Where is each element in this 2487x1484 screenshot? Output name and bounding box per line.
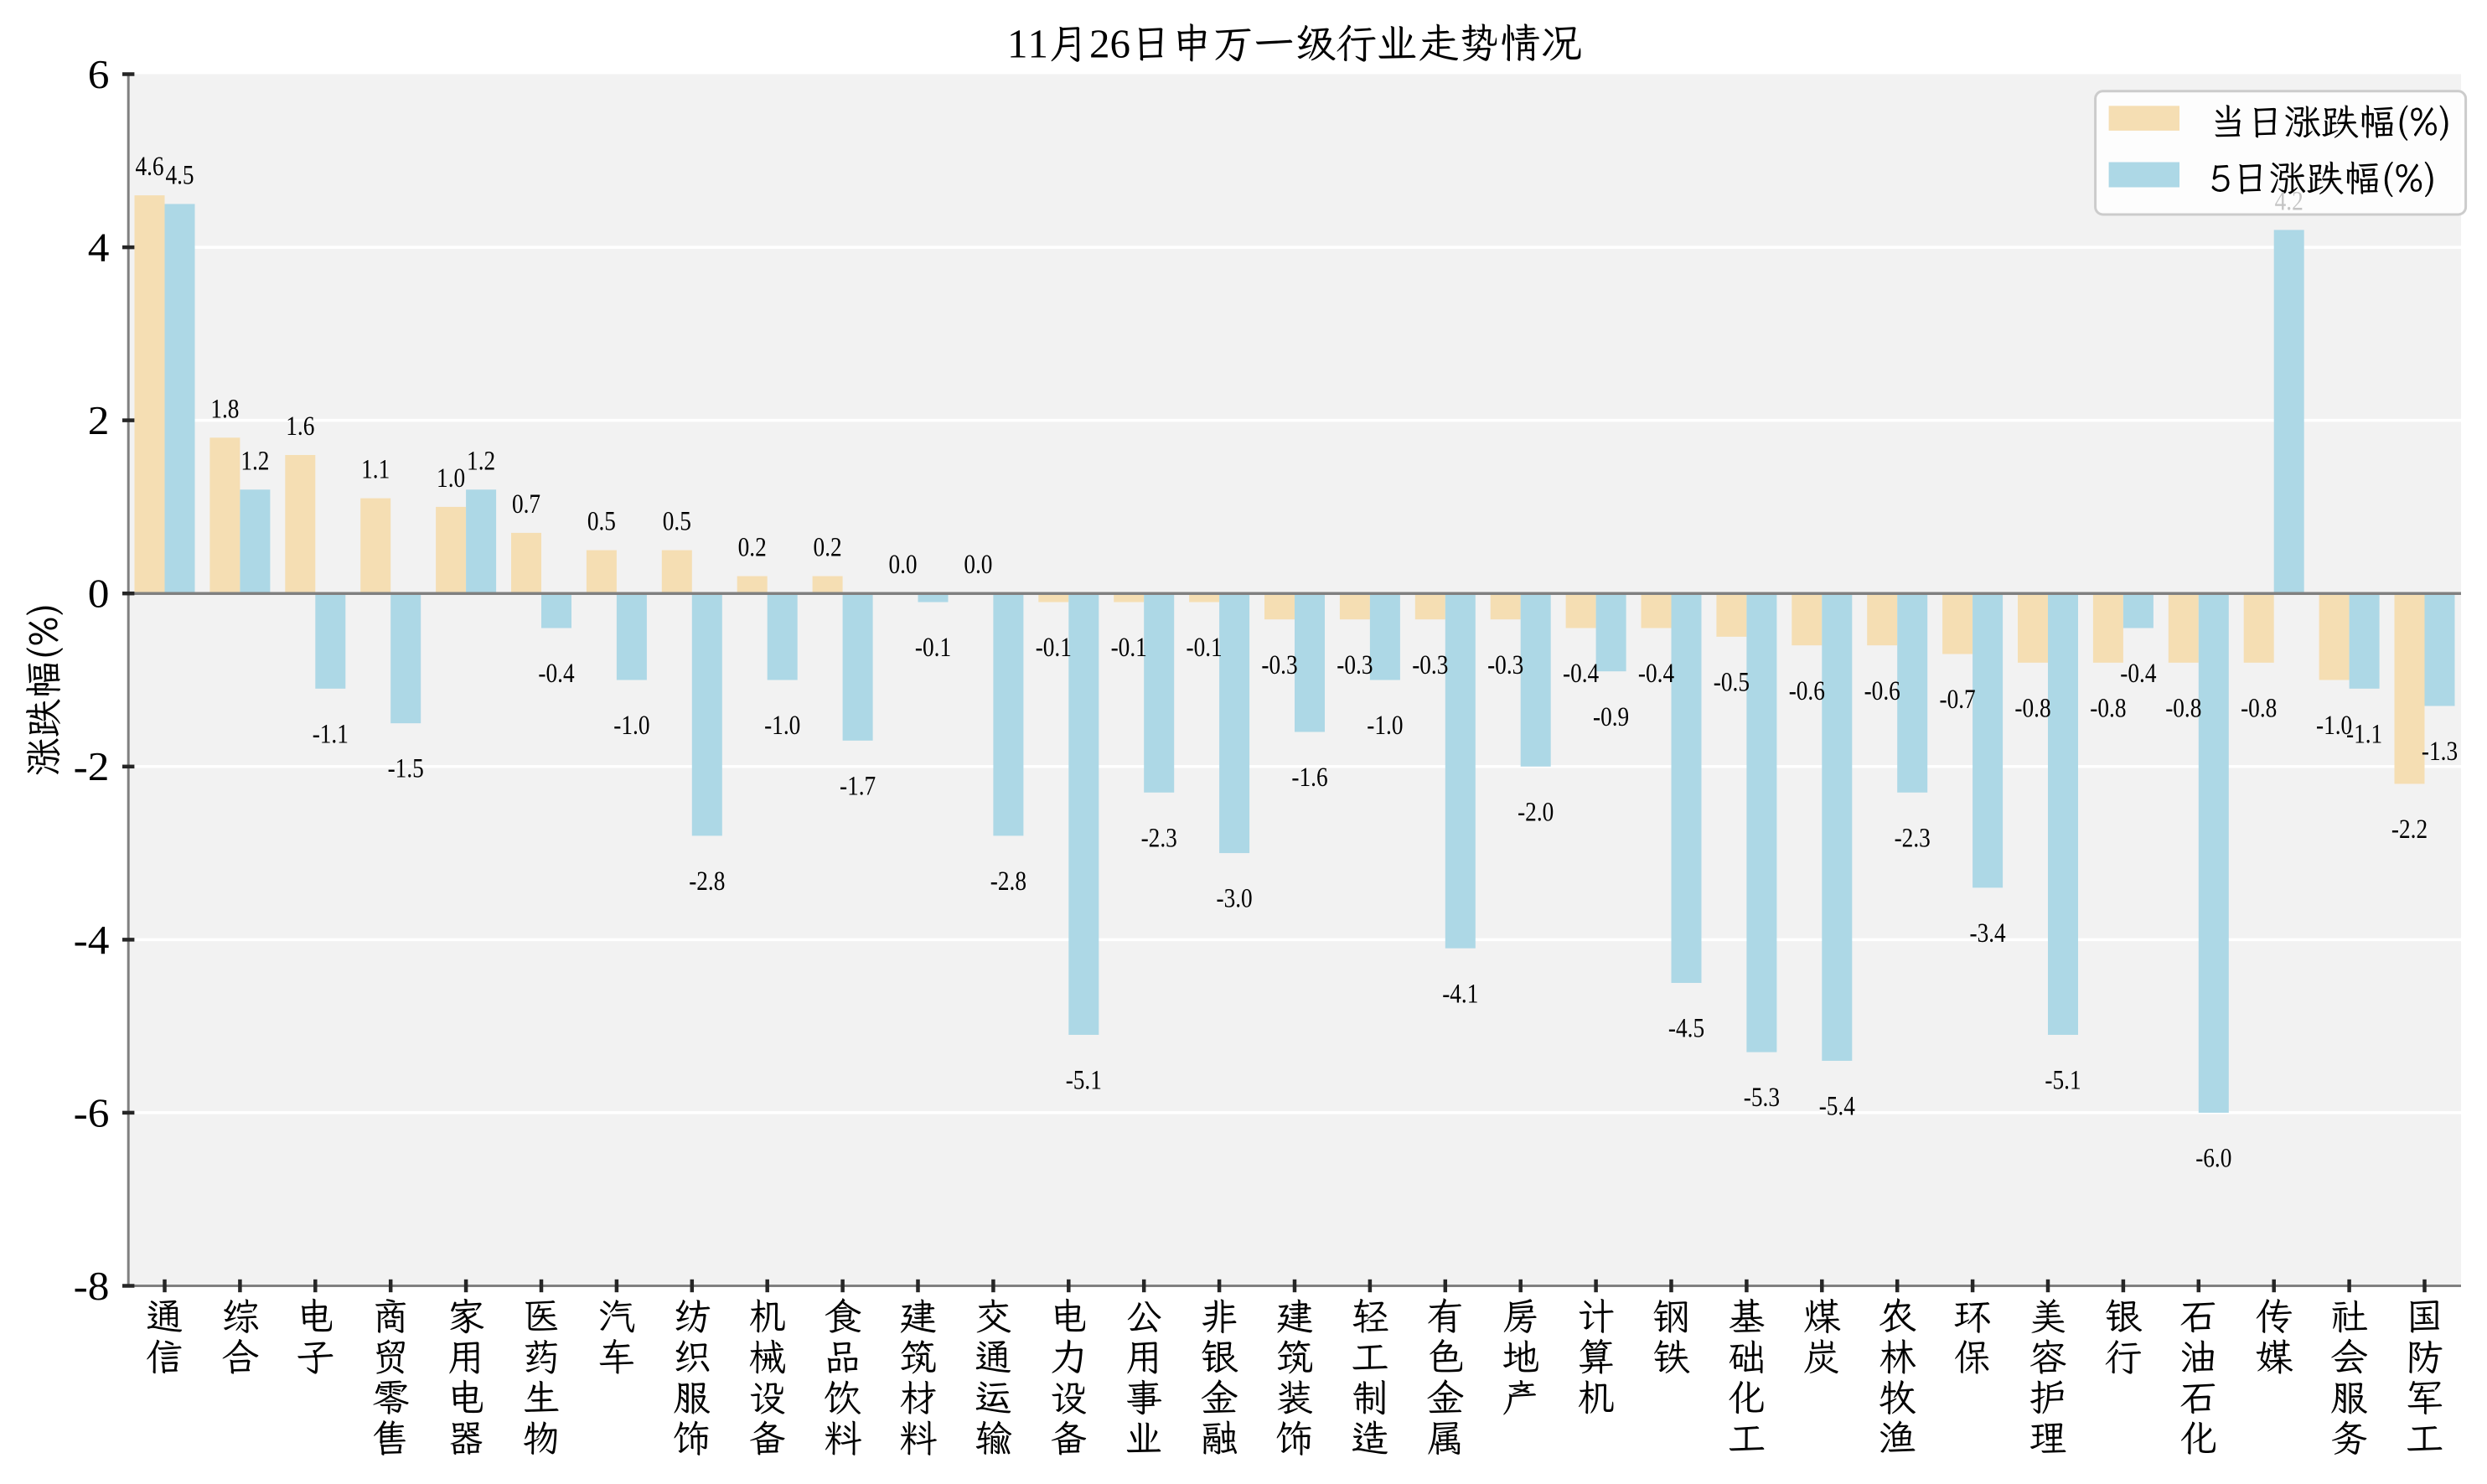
svg-text:-0.9: -0.9 — [1593, 702, 1629, 732]
svg-text:-2.3: -2.3 — [1141, 823, 1177, 853]
svg-text:-0.3: -0.3 — [1337, 650, 1373, 680]
svg-text:-0.3: -0.3 — [1412, 650, 1448, 680]
svg-text:-0.5: -0.5 — [1714, 667, 1750, 697]
svg-text:0.0: 0.0 — [888, 550, 917, 580]
svg-text:-1.1: -1.1 — [313, 719, 349, 749]
svg-text:-0.7: -0.7 — [1939, 685, 1975, 715]
svg-text:-3.4: -3.4 — [1969, 918, 2005, 949]
svg-text:1.8: 1.8 — [210, 394, 239, 424]
svg-text:0.7: 0.7 — [512, 489, 540, 520]
svg-text:4.2: 4.2 — [2275, 186, 2303, 216]
svg-text:-4.5: -4.5 — [1668, 1013, 1704, 1043]
svg-text:-5.1: -5.1 — [2045, 1065, 2081, 1095]
svg-text:-0.1: -0.1 — [1111, 633, 1147, 663]
svg-text:-0.6: -0.6 — [1789, 676, 1825, 706]
svg-text:-2.8: -2.8 — [689, 866, 725, 897]
svg-text:-0.4: -0.4 — [1563, 659, 1599, 689]
svg-text:-0.4: -0.4 — [1638, 659, 1674, 689]
svg-text:4.5: 4.5 — [165, 160, 194, 190]
svg-text:-2: -2 — [74, 744, 110, 789]
svg-text:-0.8: -0.8 — [2165, 693, 2201, 723]
svg-text:-0.1: -0.1 — [915, 633, 951, 663]
svg-text:-2.0: -2.0 — [1518, 797, 1554, 827]
svg-text:1: 1 — [1028, 21, 1049, 67]
svg-text:-4: -4 — [74, 917, 110, 962]
svg-text:-1.0: -1.0 — [1367, 711, 1403, 741]
svg-text:6: 6 — [88, 51, 110, 96]
svg-text:0.2: 0.2 — [814, 532, 842, 562]
svg-text:0.5: 0.5 — [587, 506, 616, 536]
svg-text:1: 1 — [1007, 21, 1028, 67]
svg-text:-1.5: -1.5 — [388, 754, 424, 784]
svg-text:-1.0: -1.0 — [764, 711, 800, 741]
svg-text:0.5: 0.5 — [663, 506, 691, 536]
svg-text:1.1: 1.1 — [361, 454, 390, 484]
svg-text:-0.4: -0.4 — [538, 659, 574, 689]
svg-text:-8: -8 — [74, 1263, 110, 1308]
svg-text:4.6: 4.6 — [135, 152, 163, 182]
svg-text:-0.8: -0.8 — [2090, 693, 2126, 723]
svg-text:-0.6: -0.6 — [1864, 676, 1900, 706]
svg-text:-1.0: -1.0 — [613, 711, 649, 741]
svg-text:-1.0: -1.0 — [2316, 711, 2352, 741]
svg-text:0: 0 — [88, 571, 110, 616]
svg-text:2: 2 — [1089, 21, 1110, 67]
svg-text:-0.4: -0.4 — [2120, 659, 2156, 689]
svg-text:4: 4 — [88, 225, 110, 270]
svg-text:2: 2 — [88, 397, 110, 442]
svg-text:-4.1: -4.1 — [1442, 979, 1478, 1009]
svg-text:-1.3: -1.3 — [2422, 737, 2458, 767]
svg-text:1.2: 1.2 — [467, 446, 495, 476]
svg-text:6: 6 — [1110, 21, 1131, 67]
svg-text:-1.1: -1.1 — [2346, 719, 2382, 749]
svg-text:-1.6: -1.6 — [1291, 763, 1327, 793]
svg-text:-5.4: -5.4 — [1819, 1091, 1855, 1121]
svg-text:-0.3: -0.3 — [1261, 650, 1297, 680]
svg-text:-5.1: -5.1 — [1066, 1065, 1102, 1095]
svg-text:1.0: 1.0 — [437, 463, 465, 494]
svg-text:-0.3: -0.3 — [1487, 650, 1523, 680]
svg-text:-2.3: -2.3 — [1895, 823, 1931, 853]
svg-text:-0.1: -0.1 — [1036, 633, 1072, 663]
svg-text:-0.1: -0.1 — [1186, 633, 1222, 663]
svg-text:-2.2: -2.2 — [2391, 814, 2428, 845]
svg-text:-1.7: -1.7 — [840, 771, 876, 801]
svg-text:-0.8: -0.8 — [2014, 693, 2050, 723]
svg-text:-2.8: -2.8 — [990, 866, 1026, 897]
svg-text:-0.8: -0.8 — [2241, 693, 2277, 723]
svg-text:-6.0: -6.0 — [2195, 1143, 2231, 1173]
svg-text:1.6: 1.6 — [286, 411, 314, 442]
svg-text:0.2: 0.2 — [738, 532, 767, 562]
svg-text:-3.0: -3.0 — [1216, 884, 1252, 914]
svg-text:-6: -6 — [74, 1090, 110, 1135]
svg-text:0.0: 0.0 — [964, 550, 992, 580]
svg-text:1.2: 1.2 — [240, 446, 269, 476]
svg-text:-5.3: -5.3 — [1744, 1083, 1780, 1113]
